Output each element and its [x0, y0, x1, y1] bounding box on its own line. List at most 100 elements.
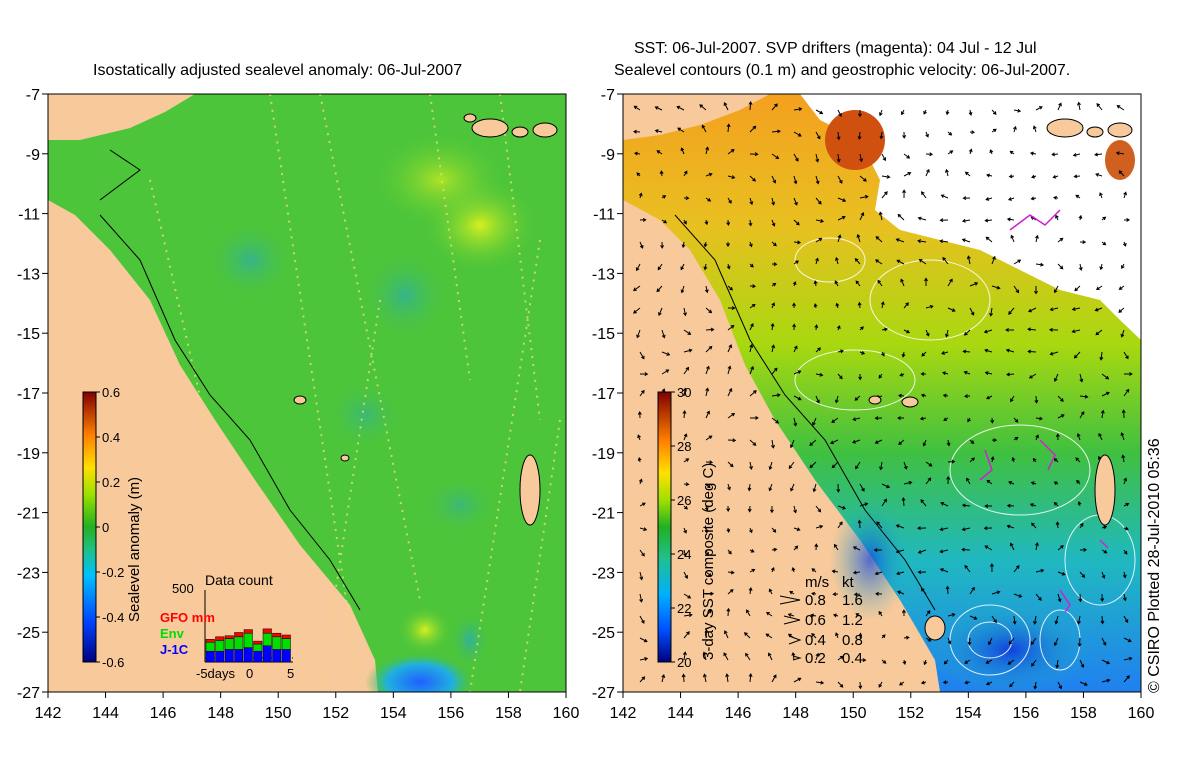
velocity-arrow — [1057, 414, 1065, 419]
velocity-arrow — [1035, 568, 1045, 573]
velocity-arrow — [743, 632, 751, 639]
velocity-arrow — [661, 369, 670, 375]
velocity-arrow — [683, 571, 688, 579]
velocity-arrow — [727, 306, 736, 311]
velocity-arrow — [837, 655, 844, 661]
velocity-arrow — [837, 215, 846, 221]
velocity-arrow — [1101, 637, 1107, 646]
velocity-arrow — [1027, 349, 1037, 354]
right-xtick-label: 152 — [897, 705, 924, 722]
velocity-arrow — [727, 461, 734, 468]
legend-gfo: GFO mm — [160, 610, 215, 625]
velocity-arrow — [1079, 411, 1085, 419]
velocity-arrow — [749, 197, 754, 206]
velocity-arrow — [964, 680, 971, 685]
velocity-arrow — [727, 149, 735, 155]
velocity-arrow — [793, 395, 802, 401]
velocity-arrow — [859, 351, 866, 355]
velocity-arrow — [1006, 217, 1015, 222]
velocity-arrow — [962, 196, 971, 201]
velocity-arrow — [1115, 151, 1125, 156]
velocity-arrow — [859, 194, 869, 199]
data-count-bar-segment — [224, 638, 234, 650]
velocity-arrow — [727, 549, 732, 555]
velocity-arrow — [633, 307, 641, 314]
data-count-inset — [204, 590, 293, 663]
velocity-arrow — [726, 607, 731, 617]
legend-j1c: J-1C — [160, 642, 189, 657]
velocity-arrow — [1100, 593, 1105, 602]
velocity-arrow — [858, 681, 863, 690]
velocity-arrow — [727, 387, 733, 397]
velocity-arrow — [1010, 234, 1015, 243]
velocity-arrow — [639, 217, 647, 222]
velocity-arrow — [1077, 637, 1082, 647]
velocity-arrow — [901, 351, 906, 358]
velocity-arrow — [793, 260, 799, 265]
velocity-arrow — [767, 652, 773, 661]
velocity-arrow — [704, 505, 709, 511]
velocity-arrow — [920, 393, 927, 398]
right-ytick-label: -15 — [592, 326, 615, 343]
velocity-arrow — [876, 521, 883, 529]
velocity-arrow — [635, 263, 641, 272]
velocity-arrow — [681, 241, 686, 249]
velocity-arrow — [896, 259, 905, 265]
velocity-legend-ms-3: 0.2 — [805, 650, 826, 667]
velocity-arrow — [771, 344, 776, 353]
velocity-arrow — [836, 483, 841, 493]
velocity-arrow — [856, 233, 861, 243]
velocity-arrow — [901, 109, 905, 116]
data-count-bar-segment — [224, 649, 234, 663]
velocity-arrow — [1099, 263, 1104, 271]
velocity-arrow — [793, 527, 801, 532]
velocity-arrow — [903, 172, 912, 177]
velocity-arrow — [676, 105, 685, 111]
left-ytick-label: -19 — [17, 446, 40, 463]
velocity-arrow — [832, 613, 839, 618]
velocity-arrow — [853, 592, 861, 597]
velocity-arrow — [771, 367, 778, 375]
sealevel-colorbar-ticks: 0.6 0.4 0.2 0 -0.2 -0.4 -0.6 — [96, 385, 124, 670]
velocity-arrow — [1124, 372, 1133, 376]
velocity-arrow — [682, 410, 687, 419]
right-ytick-label: -11 — [593, 207, 615, 224]
velocity-arrow — [633, 285, 641, 292]
right-islands — [868, 118, 1133, 641]
velocity-arrow — [661, 195, 667, 199]
velocity-arrow — [991, 590, 1001, 595]
velocity-arrow — [747, 483, 752, 492]
velocity-arrow — [1032, 457, 1037, 463]
velocity-arrow — [1123, 217, 1131, 222]
velocity-arrow — [961, 547, 971, 552]
velocity-arrow — [1123, 388, 1130, 397]
velocity-arrow — [859, 212, 865, 221]
velocity-arrow — [771, 547, 778, 552]
velocity-arrow — [810, 613, 817, 618]
velocity-arrow — [1007, 659, 1015, 665]
velocity-arrow — [768, 588, 773, 595]
velocity-arrow — [1123, 549, 1128, 555]
velocity-arrow — [680, 263, 685, 271]
data-count-max: 500 — [172, 581, 194, 596]
velocity-arrow — [683, 593, 692, 599]
velocity-arrow — [639, 593, 644, 603]
velocity-arrow — [639, 657, 649, 661]
sealevel-colorbar-label: Sealevel anomaly (m) — [126, 476, 143, 622]
velocity-arrow — [939, 218, 949, 223]
velocity-arrow — [1120, 432, 1125, 441]
velocity-arrow — [1049, 327, 1059, 332]
velocity-arrow — [639, 389, 645, 397]
velocity-arrow — [793, 153, 799, 162]
velocity-arrow — [878, 610, 883, 617]
velocity-arrow — [792, 323, 797, 331]
data-count-bar-segment — [224, 635, 234, 639]
velocity-arrow — [639, 241, 644, 249]
velocity-arrow — [1055, 433, 1060, 441]
velocity-arrow — [859, 483, 865, 492]
data-count-bar-segment — [272, 649, 282, 663]
velocity-arrow — [790, 439, 795, 449]
velocity-arrow — [879, 109, 883, 117]
velocity-arrow — [881, 191, 888, 199]
velocity-arrow — [815, 652, 820, 661]
